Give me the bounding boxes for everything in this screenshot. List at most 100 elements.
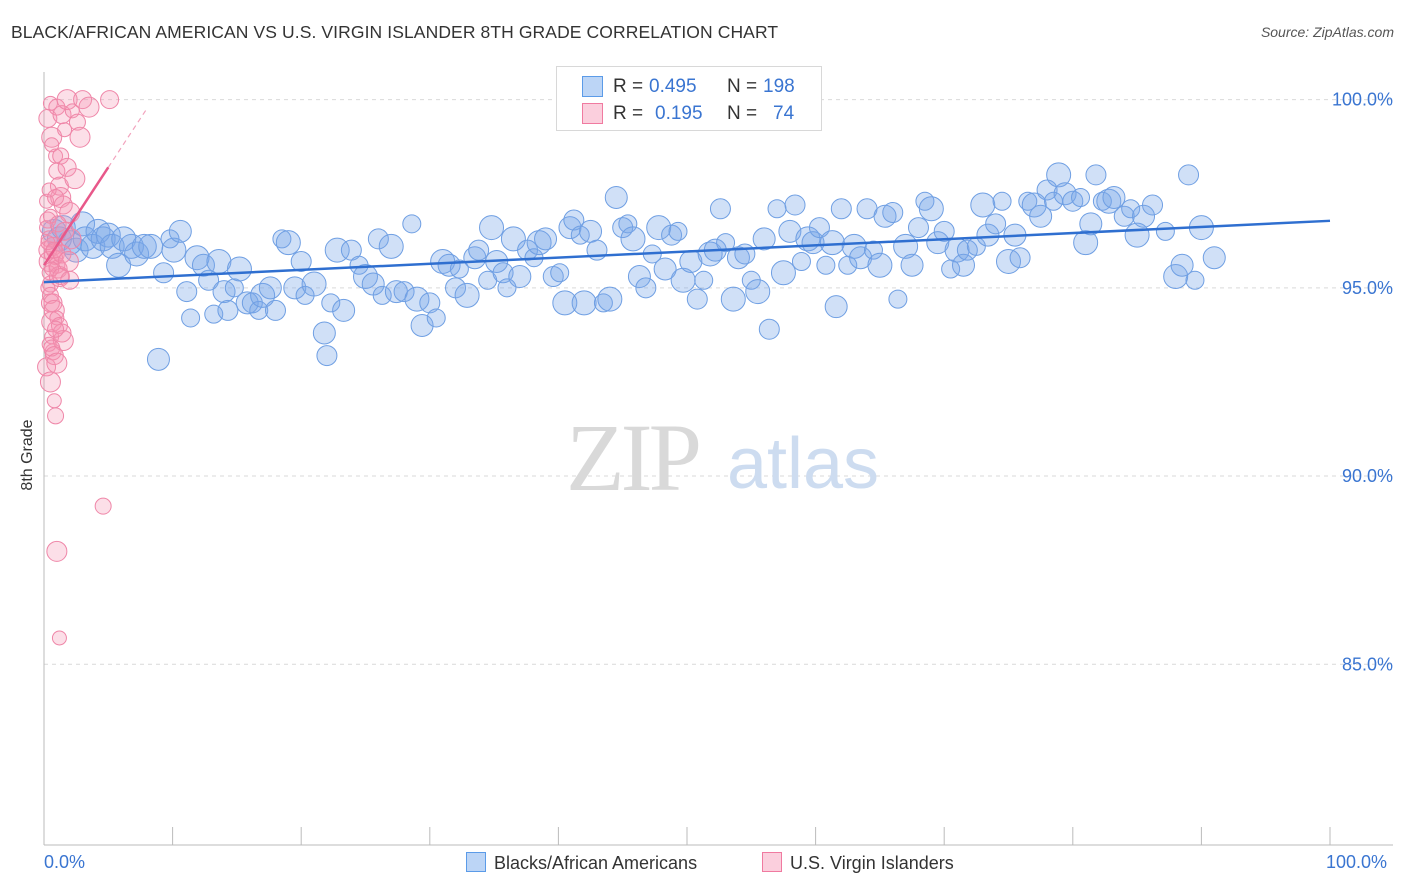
point-blacks <box>437 253 461 277</box>
point-blacks <box>316 345 338 367</box>
point-blacks <box>970 192 996 218</box>
point-blacks <box>653 257 677 281</box>
point-blacks <box>1009 247 1031 269</box>
point-blacks <box>479 215 505 241</box>
trend-lines <box>42 108 1331 284</box>
point-blacks <box>752 227 776 251</box>
point-virgin-islanders <box>51 630 67 646</box>
point-virgin-islanders <box>56 89 78 111</box>
trend-line-virgin-islanders <box>42 166 110 266</box>
point-blacks <box>1113 205 1135 227</box>
point-blacks <box>138 233 164 259</box>
point-blacks <box>1021 192 1047 218</box>
point-blacks <box>720 286 746 312</box>
point-blacks <box>907 217 929 239</box>
point-blacks <box>258 276 282 300</box>
point-blacks <box>449 259 469 279</box>
legend-item-blacks: Blacks/African Americans <box>466 852 697 874</box>
point-blacks <box>593 293 613 313</box>
point-blacks <box>867 252 893 278</box>
point-blacks <box>312 321 336 345</box>
x-tick-min: 0.0% <box>44 852 86 872</box>
point-blacks <box>563 209 585 231</box>
stats-r-label: R = <box>613 76 644 97</box>
point-blacks <box>686 288 708 310</box>
stats-n-value: 74 <box>773 103 795 124</box>
point-blacks <box>1046 162 1072 188</box>
point-blacks <box>378 233 404 259</box>
point-blacks <box>918 196 944 222</box>
point-blacks <box>758 318 780 340</box>
point-blacks <box>1085 164 1107 186</box>
y-tick-labels: 100.0% 95.0% 90.0% 85.0% <box>1332 90 1393 675</box>
point-blacks <box>372 285 392 305</box>
point-blacks <box>694 270 714 290</box>
point-virgin-islanders <box>46 352 68 374</box>
point-blacks <box>791 251 811 271</box>
point-virgin-islanders <box>100 90 120 110</box>
point-blacks <box>235 291 259 315</box>
point-blacks <box>824 295 848 319</box>
point-virgin-islanders <box>41 336 57 352</box>
point-blacks <box>841 233 867 259</box>
point-blacks <box>295 285 315 305</box>
point-virgin-islanders <box>47 188 65 206</box>
point-blacks <box>226 256 252 282</box>
point-virgin-islanders <box>49 215 67 233</box>
point-blacks <box>900 253 924 277</box>
point-blacks <box>1132 204 1156 228</box>
point-blacks <box>217 299 239 321</box>
point-blacks <box>579 219 603 243</box>
point-blacks <box>1121 199 1141 219</box>
point-blacks <box>1071 187 1091 207</box>
point-virgin-islanders <box>46 393 62 409</box>
legend-label-blacks: Blacks/African Americans <box>494 853 698 873</box>
point-blacks <box>1053 182 1077 206</box>
point-blacks <box>888 289 908 309</box>
point-blacks <box>212 280 236 304</box>
point-blacks <box>620 226 646 252</box>
point-blacks <box>635 277 657 299</box>
point-blacks <box>597 286 623 312</box>
trend-line-blacks <box>43 219 1331 284</box>
point-virgin-islanders <box>78 96 100 118</box>
point-blacks <box>393 281 415 303</box>
point-blacks <box>146 347 170 371</box>
source-note: Source: ZipAtlas.com <box>1260 24 1394 40</box>
point-blacks <box>106 252 132 278</box>
point-blacks <box>367 228 389 250</box>
point-blacks <box>808 217 830 239</box>
y-tick-label: 90.0% <box>1342 466 1393 486</box>
point-virgin-islanders <box>64 168 86 190</box>
point-blacks <box>1073 230 1099 256</box>
point-blacks <box>264 299 286 321</box>
stats-box: R = 0.495 N = 198 R = 0.195 N = 74 <box>556 66 822 131</box>
point-blacks <box>976 223 1000 247</box>
point-blacks <box>985 213 1007 235</box>
point-blacks <box>709 198 731 220</box>
point-blacks <box>1079 212 1103 236</box>
x-tick-max: 100.0% <box>1326 852 1388 872</box>
point-blacks <box>153 262 175 284</box>
point-virgin-islanders <box>47 407 65 425</box>
point-virgin-islanders <box>41 126 63 148</box>
stats-n-label: N = <box>727 76 758 97</box>
point-blacks <box>404 286 430 312</box>
point-blacks <box>956 239 978 261</box>
stats-r-value: 0.495 <box>649 76 697 97</box>
point-blacks <box>508 265 532 289</box>
point-blacks <box>933 220 955 242</box>
point-blacks <box>534 227 558 251</box>
point-blacks <box>275 230 301 256</box>
point-blacks <box>111 226 137 252</box>
point-virgin-islanders <box>39 193 55 209</box>
point-blacks <box>819 230 845 256</box>
y-tick-label: 85.0% <box>1342 654 1393 674</box>
point-blacks <box>249 300 269 320</box>
trend-extension-virgin-islanders <box>107 108 148 168</box>
point-blacks <box>321 293 341 313</box>
point-virgin-islanders <box>57 122 73 138</box>
stats-n-label: N = <box>727 103 758 124</box>
stats-n-value: 198 <box>763 76 795 97</box>
